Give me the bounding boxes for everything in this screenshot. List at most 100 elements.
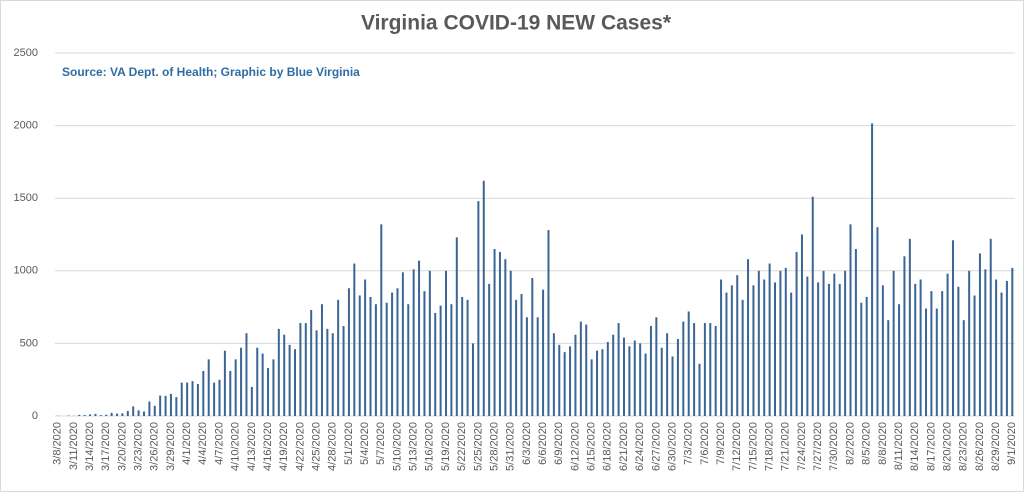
bar [256,347,259,416]
bar [542,289,545,416]
bar [482,180,485,416]
bar [908,238,911,416]
bar [617,323,620,416]
bar [299,323,302,416]
bar [418,260,421,416]
x-tick-label: 6/30/2020 [666,422,678,471]
bar [337,299,340,416]
bar [951,240,954,416]
x-tick-label: 8/23/2020 [958,422,970,471]
bar [1000,292,1003,416]
bar [401,272,404,416]
x-tick-label: 5/19/2020 [440,422,452,471]
bar [391,292,394,416]
bar [854,249,857,416]
bar [461,296,464,416]
bar [116,413,119,416]
x-tick-label: 7/30/2020 [828,422,840,471]
x-tick-label: 7/9/2020 [715,422,727,465]
bar [838,283,841,416]
bar [207,359,210,416]
x-tick-label: 5/1/2020 [343,422,355,465]
bar [844,270,847,416]
x-tick-label: 3/8/2020 [52,422,64,465]
bar [774,282,776,416]
bar [919,279,922,416]
x-tick-label: 4/10/2020 [230,422,242,471]
bar [531,278,534,416]
bar [374,304,377,416]
x-tick-label: 8/11/2020 [893,422,905,470]
bar [94,413,97,416]
bar [250,386,253,416]
bar [720,279,723,416]
bar [935,308,938,416]
bar [455,237,458,416]
bar [466,299,469,416]
bar [876,227,879,416]
bar [218,379,221,416]
x-tick-label: 8/17/2020 [925,422,937,471]
bar [191,381,194,416]
bar [202,370,205,416]
bar [989,238,992,416]
bar [887,320,890,416]
y-tick-label: 0 [32,410,38,422]
bar [596,350,599,416]
bar [380,224,383,416]
bar [817,282,820,416]
bar [132,406,135,416]
x-tick-label: 9/1/2020 [1006,422,1018,465]
x-tick-label: 6/27/2020 [650,422,662,471]
bar [741,299,744,416]
bar [649,325,652,416]
y-tick-label: 1000 [14,265,38,277]
bar [612,334,615,416]
y-tick-label: 500 [20,337,38,349]
bar [471,343,474,416]
x-tick-label: 8/29/2020 [990,422,1002,471]
bar [213,382,216,416]
bar [558,344,561,416]
bar [660,347,663,416]
bar [342,325,345,416]
y-tick-label: 2500 [14,47,38,59]
x-tick-label: 5/16/2020 [424,422,436,471]
bar [736,275,739,416]
bar [606,341,609,416]
bar [283,334,286,416]
x-tick-label: 5/4/2020 [359,422,371,465]
bar [515,299,518,416]
bar [331,333,334,416]
x-tick-label: 4/4/2020 [197,422,209,465]
x-tick-label: 6/21/2020 [618,422,630,471]
bar [552,333,555,416]
bar [347,288,350,416]
x-tick-label: 4/13/2020 [246,422,258,471]
bar [790,292,793,416]
bar [574,334,577,416]
bar [995,279,998,416]
x-tick-label: 8/26/2020 [974,422,986,471]
bar [784,267,787,416]
bar [671,356,674,416]
bar [315,330,318,416]
x-tick-label: 4/16/2020 [262,422,274,471]
x-tick-label: 8/14/2020 [909,422,921,471]
bar [747,259,750,416]
bar [628,346,631,416]
x-tick-label: 7/3/2020 [683,422,695,465]
x-tick-label: 8/5/2020 [861,422,873,465]
bar [148,401,151,416]
bar [1005,280,1008,416]
bar [99,415,102,416]
bar [83,414,86,416]
bar [89,414,92,416]
bar [364,279,367,416]
bar [272,359,275,416]
bar [865,296,868,416]
bar [385,302,388,416]
bar [169,393,172,416]
bar [240,347,243,416]
